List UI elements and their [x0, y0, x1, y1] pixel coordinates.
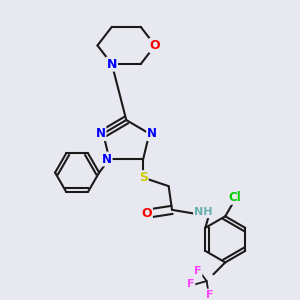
- Text: F: F: [206, 290, 214, 300]
- Text: N: N: [147, 127, 157, 140]
- Text: Cl: Cl: [228, 191, 241, 204]
- Text: F: F: [187, 279, 194, 290]
- Text: O: O: [141, 207, 152, 220]
- Text: N: N: [107, 58, 117, 70]
- Text: S: S: [139, 171, 148, 184]
- Text: F: F: [194, 266, 202, 276]
- Text: NH: NH: [194, 207, 212, 217]
- Text: N: N: [102, 152, 112, 166]
- Text: N: N: [95, 127, 106, 140]
- Text: O: O: [150, 39, 160, 52]
